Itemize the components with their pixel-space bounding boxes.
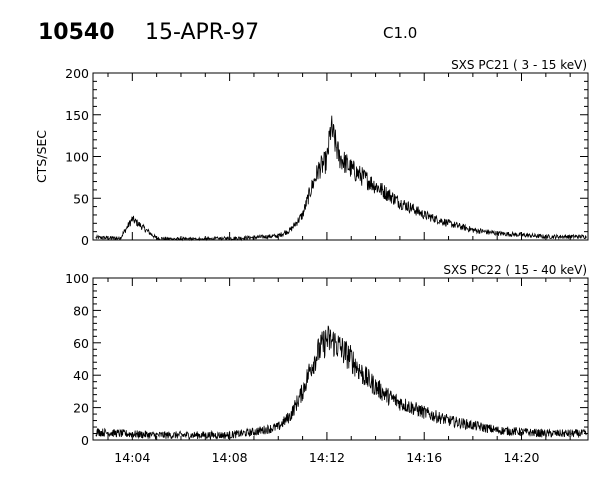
panel-pc21: SXS PC21 ( 3 - 15 keV) CTS/SEC 0 50 100 150 20… [34,58,589,248]
y-tick-label: 100 [65,271,89,286]
y-tick-label: 200 [65,66,89,81]
y-tick-label: 40 [73,368,89,383]
x-tick-label: 14:16 [406,450,442,465]
plot-frame [92,277,589,441]
event-date: 15-APR-97 [145,20,259,45]
panel-title: SXS PC22 ( 15 - 40 keV) [443,263,587,277]
x-tick-label: 14:12 [309,450,345,465]
y-tick-label: 20 [73,401,89,416]
panel-pc22: SXS PC22 ( 15 - 40 keV) 0 20 40 60 80 100 14:04… [65,263,589,465]
y-tick-label: 0 [81,233,89,248]
panel-title: SXS PC21 ( 3 - 15 keV) [451,58,587,72]
y-tick-label: 100 [65,150,89,165]
flare-class: C1.0 [383,24,417,42]
x-tick-label: 14:08 [212,450,248,465]
y-tick-label: 60 [73,336,89,351]
x-tick-label: 14:20 [503,450,539,465]
x-tick-label: 14:04 [114,450,150,465]
series-line-0 [95,115,587,242]
y-tick-label: 50 [73,191,89,206]
event-id: 10540 [38,20,115,45]
series-line-0 [95,325,587,441]
y-axis-label: CTS/SEC [34,130,49,183]
y-tick-label: 80 [73,303,89,318]
y-tick-label: 150 [65,108,89,123]
y-tick-label: 0 [81,433,89,448]
